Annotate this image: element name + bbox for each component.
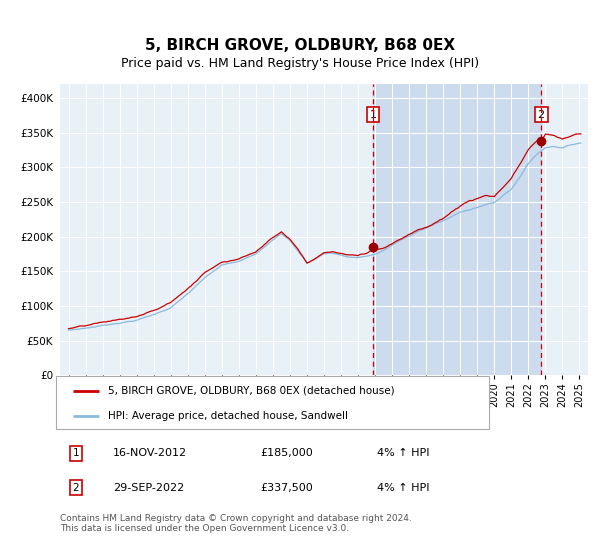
Text: 16-NOV-2012: 16-NOV-2012 (113, 448, 187, 458)
FancyBboxPatch shape (56, 376, 488, 429)
Text: 5, BIRCH GROVE, OLDBURY, B68 0EX: 5, BIRCH GROVE, OLDBURY, B68 0EX (145, 38, 455, 53)
Text: HPI: Average price, detached house, Sandwell: HPI: Average price, detached house, Sand… (107, 410, 347, 421)
Text: 29-SEP-2022: 29-SEP-2022 (113, 483, 184, 493)
Text: 4% ↑ HPI: 4% ↑ HPI (377, 483, 430, 493)
Text: Contains HM Land Registry data © Crown copyright and database right 2024.
This d: Contains HM Land Registry data © Crown c… (60, 514, 412, 534)
Text: £337,500: £337,500 (260, 483, 313, 493)
Text: 5, BIRCH GROVE, OLDBURY, B68 0EX (detached house): 5, BIRCH GROVE, OLDBURY, B68 0EX (detach… (107, 386, 394, 396)
Text: Price paid vs. HM Land Registry's House Price Index (HPI): Price paid vs. HM Land Registry's House … (121, 57, 479, 70)
Text: 4% ↑ HPI: 4% ↑ HPI (377, 448, 430, 458)
Text: 1: 1 (370, 110, 377, 120)
Text: £185,000: £185,000 (260, 448, 313, 458)
Text: 2: 2 (73, 483, 79, 493)
Text: 1: 1 (73, 448, 79, 458)
Bar (373, 84, 541, 375)
Text: 2: 2 (538, 110, 545, 120)
